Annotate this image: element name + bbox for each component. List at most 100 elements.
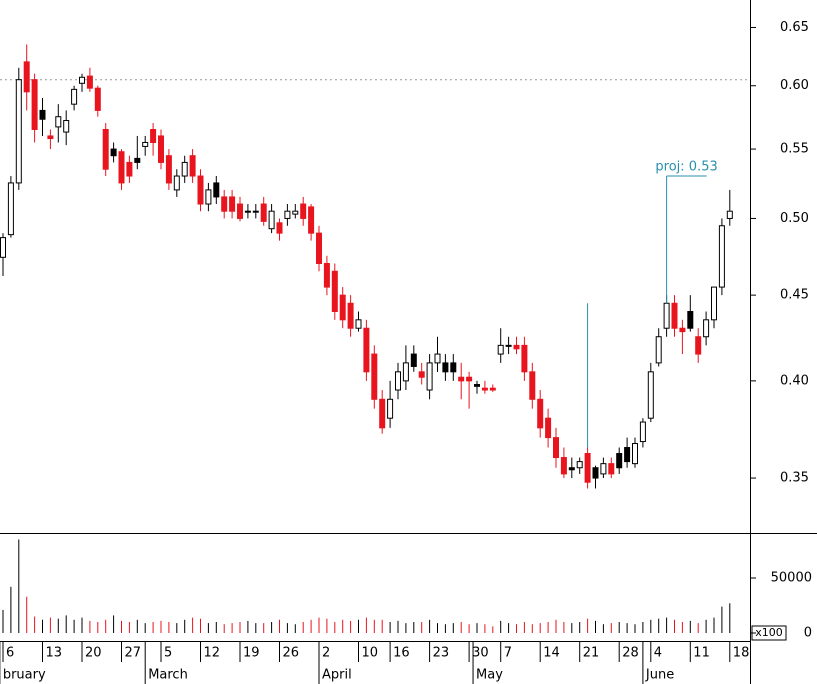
candle-body (687, 310, 694, 329)
x-tick-label: 21 (583, 646, 600, 661)
x-tick-label: 14 (543, 646, 560, 661)
x-tick-label: 10 (362, 646, 379, 661)
candle-body (402, 362, 409, 382)
candle-body (316, 232, 322, 264)
candle-body (726, 210, 733, 219)
candle-body (521, 344, 528, 373)
candle-body (418, 371, 425, 378)
candle-body (102, 128, 109, 170)
candle-body (142, 141, 149, 147)
candle-body (553, 437, 559, 459)
candle-body (513, 344, 520, 350)
candle-body (158, 135, 164, 163)
candle-body (94, 87, 101, 111)
candle-body (260, 203, 267, 222)
candle-body (63, 120, 70, 133)
candle-body (379, 398, 386, 429)
candle-body (632, 443, 638, 465)
candle-body (331, 270, 338, 312)
x-tick-label: 6 (6, 646, 14, 661)
candle-body (181, 161, 188, 177)
x-tick-label: 28 (622, 646, 639, 661)
volume-tick-label: 0 (804, 626, 812, 641)
candle-body (237, 203, 243, 219)
candle-body (308, 206, 315, 234)
candle-body (7, 182, 14, 236)
projection-label: proj: 0.53 (655, 160, 717, 175)
candle-body (458, 376, 465, 382)
candle-body (79, 76, 85, 84)
volume-unit: x100 (755, 626, 783, 639)
y-tick-label: 0.55 (780, 142, 809, 157)
candle-body (47, 135, 54, 140)
candle-body (126, 161, 133, 177)
y-tick-label: 0.35 (780, 471, 809, 486)
y-tick-label: 0.40 (780, 373, 809, 388)
x-tick-label: 23 (433, 646, 450, 661)
x-tick-label: 5 (164, 646, 172, 661)
candle-body (118, 151, 125, 184)
x-tick-label: 16 (393, 646, 410, 661)
x-tick-label: 12 (204, 646, 221, 661)
candle-body (481, 387, 488, 391)
candle-body (671, 302, 678, 329)
month-label: March (148, 668, 188, 683)
candle-body (679, 327, 686, 333)
candle-body (39, 109, 46, 120)
month-label: April (322, 668, 352, 683)
candle-body (134, 157, 141, 163)
x-tick-label: 13 (46, 646, 63, 661)
candle-body (568, 467, 575, 471)
x-tick-label: 18 (733, 646, 750, 661)
candle-body (600, 463, 607, 475)
x-tick-label: 19 (243, 646, 260, 661)
candle-body (110, 148, 117, 157)
candle-body (434, 353, 441, 364)
candle-body (624, 447, 631, 463)
x-tick-label: 11 (693, 646, 710, 661)
x-tick-label: 7 (504, 646, 512, 661)
candle-body (339, 294, 346, 321)
candle-body (268, 210, 275, 230)
candle-body (205, 189, 212, 205)
candle-body (497, 344, 504, 355)
y-tick-label: 0.60 (780, 78, 809, 93)
candle-body (244, 210, 251, 213)
candle-body (584, 453, 591, 483)
volume-tick-label: 50000 (771, 571, 812, 586)
candle-body (576, 461, 583, 469)
candle-body (165, 155, 172, 184)
candle-body (15, 79, 22, 184)
candle-body (55, 116, 62, 128)
candle-body (466, 376, 473, 382)
month-label: May (476, 668, 503, 683)
candle-body (592, 467, 599, 479)
candle-body (395, 371, 401, 391)
candle-body (23, 61, 30, 93)
candle-body (608, 463, 615, 475)
candle-body (442, 362, 449, 373)
candle-body (655, 336, 662, 364)
candle-body (173, 175, 180, 191)
candle-body (529, 371, 536, 400)
candle-body (371, 353, 378, 400)
month-label: June (645, 668, 674, 683)
candle-body (347, 302, 354, 329)
candle-body (718, 225, 725, 288)
candle-body (639, 421, 646, 443)
candle-body (300, 203, 307, 219)
candle-body (616, 453, 623, 469)
x-tick-label: 20 (85, 646, 102, 661)
candle-body (71, 88, 78, 105)
candle-body (252, 210, 259, 213)
candle-body (323, 262, 330, 288)
candle-body (505, 344, 512, 347)
candle-body (189, 155, 196, 177)
y-tick-label: 0.50 (780, 211, 809, 226)
candle-body (695, 336, 702, 355)
candle-body (284, 210, 291, 219)
y-tick-label: 0.45 (780, 288, 809, 303)
candle-body (560, 457, 567, 475)
candle-body (86, 75, 93, 89)
